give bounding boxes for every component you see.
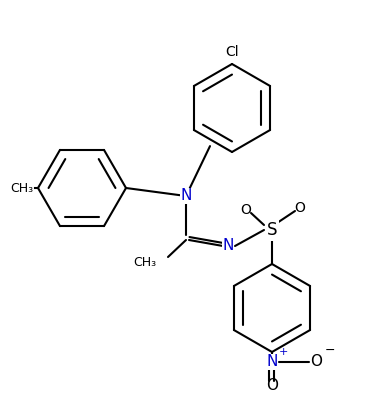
Text: N: N — [222, 239, 234, 254]
Text: S: S — [267, 221, 277, 239]
Text: N: N — [266, 355, 278, 370]
Text: Cl: Cl — [225, 45, 239, 59]
Text: O: O — [310, 355, 322, 370]
Text: CH₃: CH₃ — [133, 256, 156, 268]
Text: −: − — [325, 344, 335, 357]
Text: O: O — [240, 203, 251, 217]
Text: O: O — [266, 378, 278, 393]
Text: +: + — [279, 347, 288, 357]
Text: N: N — [180, 189, 192, 204]
Text: O: O — [295, 201, 306, 215]
Text: CH₃: CH₃ — [10, 181, 33, 195]
